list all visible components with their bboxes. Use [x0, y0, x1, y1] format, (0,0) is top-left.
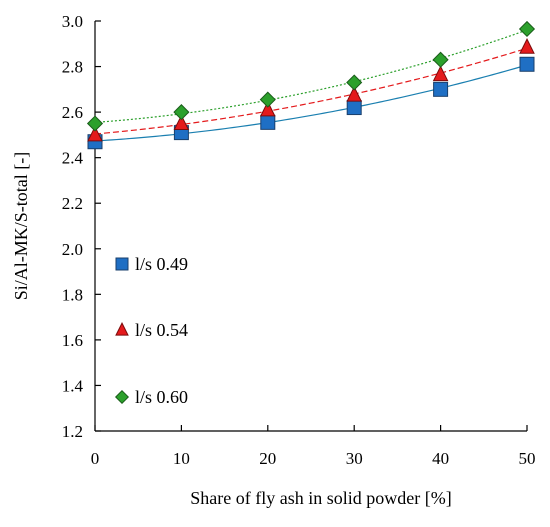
- y-tick-label: 2.6: [62, 103, 83, 122]
- y-axis-ticks: 1.2 1.4 1.6 1.8 2.0 2.2 2.4 2.6 2.8 3.0: [62, 12, 101, 441]
- data-point-series-3: [518, 20, 536, 38]
- trend-line-series-3: [94, 29, 528, 123]
- y-tick-label: 1.6: [62, 331, 83, 350]
- data-point-series-2: [259, 100, 276, 117]
- data-point-series-1: [260, 114, 276, 130]
- data-point-series-1: [433, 81, 449, 97]
- data-markers: [86, 20, 536, 150]
- data-point-series-2: [519, 38, 535, 54]
- y-tick-label: 2.4: [62, 149, 84, 168]
- trend-line-series-2: [94, 47, 528, 135]
- x-tick-label: 20: [259, 449, 276, 468]
- x-tick-label: 30: [346, 449, 363, 468]
- data-point-series-3: [259, 91, 276, 108]
- y-tick-label: 1.8: [62, 285, 83, 304]
- x-tick-label: 40: [432, 449, 449, 468]
- data-point-series-3: [86, 115, 104, 132]
- legend-marker-series-2: [115, 321, 129, 336]
- data-point-series-2: [346, 85, 363, 102]
- data-point-series-1: [519, 56, 535, 72]
- x-tick-label: 10: [173, 449, 190, 468]
- x-axis-title: Share of fly ash in solid powder [%]: [190, 488, 451, 508]
- y-tick-label: 2.2: [62, 194, 83, 213]
- x-tick-label: 50: [519, 449, 536, 468]
- legend-label-series-3: l/s 0.60: [135, 387, 188, 407]
- x-axis-ticks: 0 10 20 30 40 50: [91, 425, 536, 468]
- data-point-series-1: [346, 100, 362, 116]
- trend-line-series-1: [94, 64, 528, 142]
- legend-marker-series-3: [114, 389, 130, 405]
- data-point-series-2: [173, 114, 190, 131]
- legend-label-series-2: l/s 0.54: [135, 320, 188, 340]
- data-point-series-3: [346, 74, 363, 91]
- legend-marker-series-1: [115, 257, 129, 271]
- legend-label-series-1: l/s 0.49: [135, 254, 188, 274]
- data-point-series-3: [173, 104, 190, 121]
- y-tick-label: 2.8: [62, 58, 83, 77]
- data-point-series-2: [87, 125, 103, 142]
- y-tick-label: 1.2: [62, 422, 83, 441]
- y-tick-label: 1.4: [62, 376, 84, 395]
- legend: l/s 0.49 l/s 0.54 l/s 0.60: [114, 254, 188, 407]
- axes: [94, 21, 527, 432]
- data-point-series-3: [432, 51, 449, 68]
- trend-lines: [94, 29, 528, 142]
- y-tick-label: 3.0: [62, 12, 83, 31]
- y-axis-title: Si/Al-MK/S-total [-]: [11, 152, 31, 301]
- x-tick-label: 0: [91, 449, 100, 468]
- y-tick-label: 2.0: [62, 240, 83, 259]
- data-point-series-2: [432, 65, 449, 82]
